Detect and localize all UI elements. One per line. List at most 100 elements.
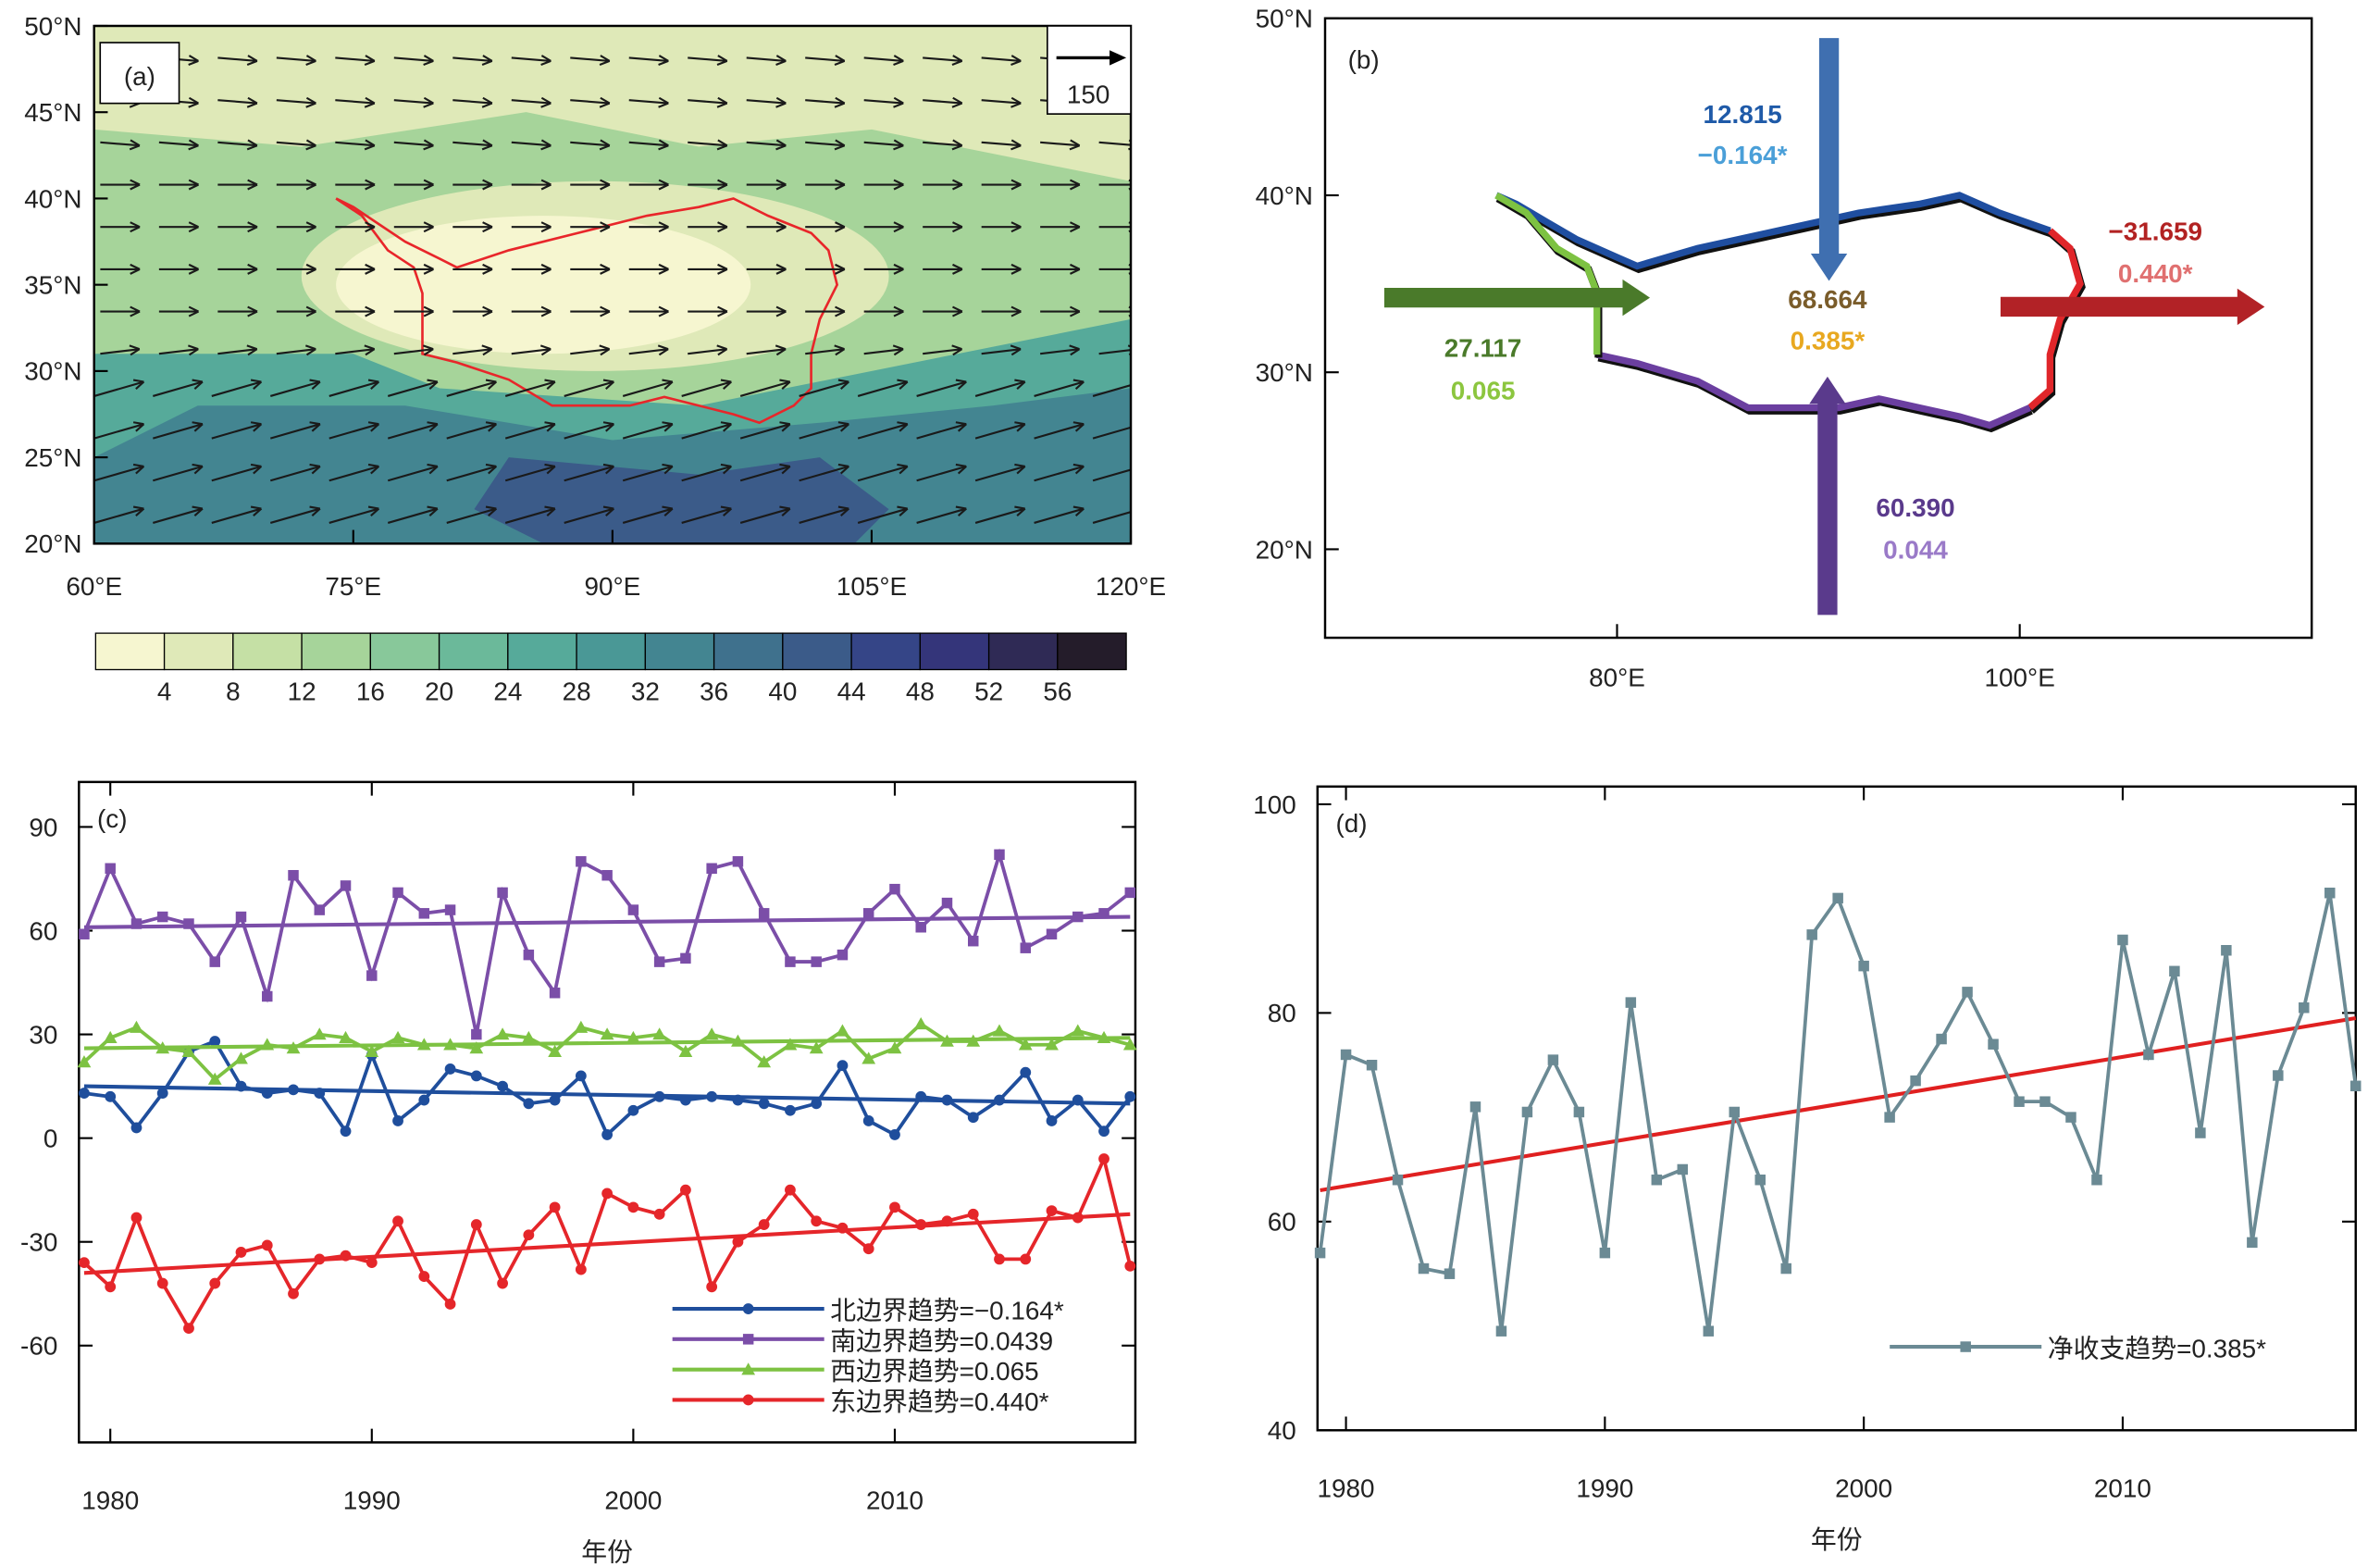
wind-vector-head — [781, 380, 791, 390]
wind-vector-head — [835, 221, 846, 229]
wind-vector — [974, 465, 1025, 482]
flux-annotation: 60.390 — [1876, 493, 1954, 522]
wind-vector-head — [540, 59, 552, 67]
wind-vector-head — [540, 96, 552, 105]
wind-vector — [328, 465, 379, 482]
data-point — [1018, 1038, 1033, 1051]
wind-vector — [153, 423, 204, 440]
data-point — [262, 990, 273, 1002]
wind-vector-head — [423, 96, 434, 105]
data-point — [260, 1038, 275, 1051]
wind-vector-head — [662, 463, 673, 467]
data-point — [156, 1277, 168, 1289]
wind-vector — [863, 141, 904, 147]
data-point — [1754, 1174, 1766, 1186]
wind-vector — [681, 423, 732, 440]
y-tick-label: 30°N — [24, 357, 81, 386]
data-point — [130, 1212, 143, 1224]
wind-vector — [1092, 468, 1132, 482]
data-point — [418, 1094, 430, 1106]
wind-vector-head — [839, 380, 849, 390]
wind-vector-head — [130, 310, 141, 317]
wind-vector-head — [952, 179, 963, 186]
reference-vector-box — [1046, 25, 1132, 115]
wind-vector-head — [957, 507, 967, 516]
wind-vector-head — [423, 348, 434, 356]
wind-vector-head — [1010, 221, 1022, 229]
wind-vector-head — [192, 463, 204, 467]
wind-vector-head — [305, 144, 316, 151]
y-tick-label: -30 — [20, 1228, 57, 1257]
wind-vector-head — [540, 267, 552, 275]
wind-vector-head — [839, 507, 849, 516]
contour-field — [93, 25, 1132, 544]
colorbar-box — [301, 632, 372, 671]
data-point — [1124, 1260, 1136, 1272]
data-point — [706, 1281, 718, 1293]
wind-vector-head — [423, 139, 434, 147]
data-point — [235, 911, 247, 923]
wind-vector-head — [482, 226, 493, 233]
wind-vector-head — [305, 55, 316, 62]
wind-vector — [805, 141, 845, 147]
wind-vector-head — [247, 263, 258, 270]
wind-vector-head — [775, 144, 787, 151]
data-point — [392, 1115, 403, 1126]
wind-vector-head — [1014, 505, 1025, 510]
wind-vector-head — [1014, 379, 1025, 383]
wind-vector-head — [893, 144, 904, 151]
data-point — [2299, 1002, 2310, 1014]
wind-vector — [622, 465, 674, 482]
wind-vector-head — [599, 102, 611, 108]
y-tick-label: 40 — [1268, 1416, 1296, 1445]
wind-vector-head — [188, 144, 199, 151]
data-point — [469, 1041, 484, 1054]
data-point — [1098, 1126, 1109, 1138]
legend-marker — [742, 1303, 754, 1314]
wind-vector — [746, 56, 787, 62]
wind-vector-head — [423, 226, 434, 233]
legend-label: 西边界趋势=0.065 — [830, 1357, 1038, 1386]
wind-vector-head — [305, 305, 316, 313]
data-point — [732, 856, 744, 867]
wind-vector — [916, 507, 967, 524]
wind-vector-head — [488, 507, 498, 516]
data-point — [678, 1044, 693, 1057]
wind-vector-head — [130, 226, 141, 233]
wind-vector-head — [602, 421, 614, 426]
y-tick-label: 90 — [29, 813, 57, 841]
wind-vector — [100, 348, 140, 355]
wind-vector — [923, 99, 962, 105]
wind-vector-head — [837, 505, 849, 510]
wind-vector-head — [247, 348, 258, 356]
wind-vector-head — [658, 221, 669, 229]
data-point — [2324, 888, 2336, 899]
wind-vector-head — [485, 421, 497, 426]
data-point — [862, 1115, 874, 1126]
wind-vector-head — [250, 379, 262, 383]
wind-vector-head — [544, 505, 555, 510]
wind-vector — [153, 507, 204, 524]
data-point — [1677, 1163, 1689, 1175]
data-point — [1988, 1038, 1999, 1050]
wind-vector-head — [834, 102, 846, 108]
wind-vector-head — [781, 466, 791, 475]
x-tick-label: 2010 — [2094, 1474, 2151, 1502]
data-point — [1020, 1066, 1032, 1078]
data-point — [1599, 1247, 1611, 1259]
wind-vector-head — [188, 305, 199, 313]
wind-vector-head — [364, 344, 376, 351]
wind-vector-head — [188, 59, 199, 67]
data-point — [365, 1044, 379, 1057]
colorbar-label: 4 — [157, 677, 172, 705]
data-point — [390, 1030, 405, 1044]
data-point — [1780, 1262, 1791, 1275]
wind-vector-head — [365, 55, 376, 62]
data-point — [418, 908, 430, 919]
wind-vector-head — [835, 263, 846, 270]
wind-vector-head — [309, 421, 321, 426]
wind-vector-head — [428, 466, 439, 475]
wind-vector — [688, 99, 727, 105]
data-point — [915, 1219, 927, 1230]
wind-vector-head — [1069, 226, 1081, 233]
